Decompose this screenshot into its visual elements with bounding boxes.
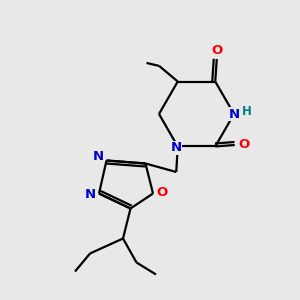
Text: N: N: [84, 188, 96, 202]
Text: O: O: [156, 186, 168, 200]
Text: H: H: [242, 105, 251, 118]
Text: N: N: [228, 107, 240, 121]
Text: O: O: [211, 44, 222, 57]
Text: N: N: [92, 150, 104, 164]
Text: O: O: [238, 139, 249, 152]
Text: N: N: [171, 142, 182, 154]
